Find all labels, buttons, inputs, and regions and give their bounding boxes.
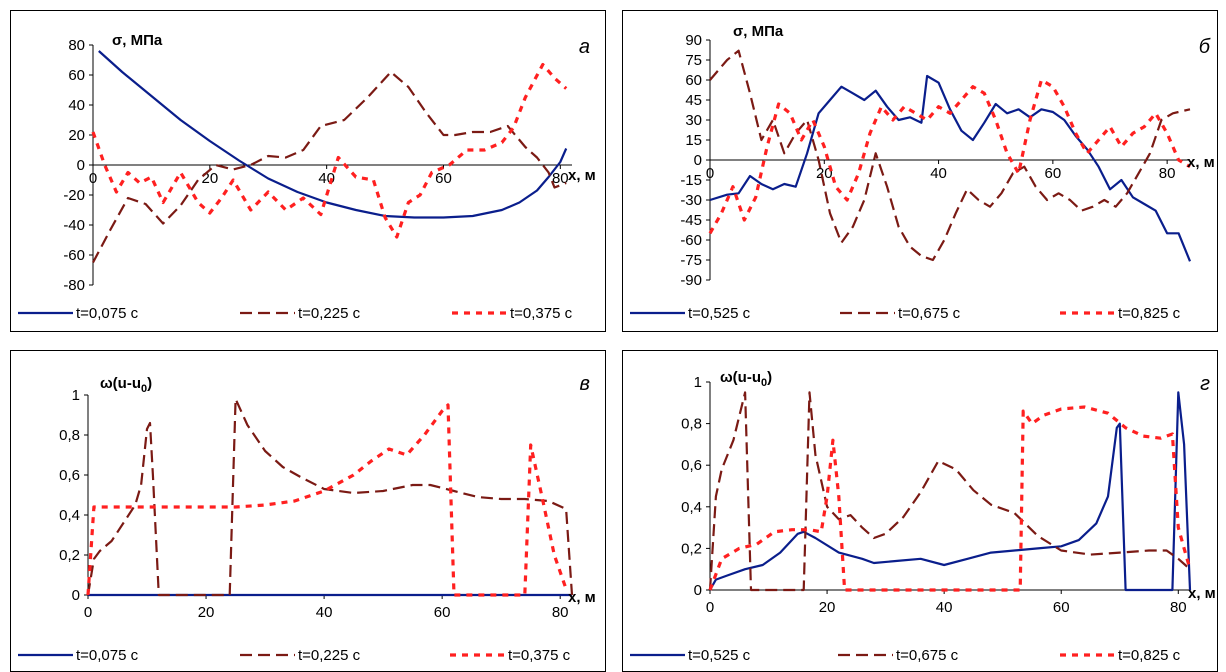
x-tick-label: 20	[201, 170, 218, 187]
series-line-2	[86, 397, 574, 597]
y-tick-label: -40	[63, 217, 85, 234]
panel-letter: б	[1199, 36, 1211, 58]
y-tick-label: 60	[685, 72, 702, 89]
legend-label-3: t=0,375 с	[510, 305, 573, 322]
y-tick-label: 75	[685, 52, 702, 69]
y-tick-label: 0,2	[59, 547, 80, 564]
legend-label-2: t=0,675 с	[896, 647, 959, 664]
series-line-1	[709, 391, 1192, 592]
chart-panel-g	[622, 350, 1218, 672]
series-line-1	[709, 74, 1192, 262]
x-tick-label: 60	[435, 170, 452, 187]
x-tick-label: 80	[1170, 599, 1187, 616]
x-axis-label: x, м	[568, 167, 596, 184]
y-tick-label: 0	[694, 582, 702, 599]
series-line-2	[709, 49, 1191, 262]
x-tick-label: 20	[819, 599, 836, 616]
y-tick-label: 1	[694, 374, 702, 391]
x-axis-label: x, м	[1187, 154, 1215, 171]
y-tick-label: 0,8	[59, 427, 80, 444]
x-tick-label: 0	[84, 604, 92, 621]
y-tick-label: -80	[63, 277, 85, 294]
y-tick-label: 0	[72, 587, 80, 604]
y-axis-label: ω(u-u0)	[720, 369, 772, 389]
y-tick-label: 30	[685, 112, 702, 129]
y-tick-label: -60	[63, 247, 85, 264]
y-tick-label: 1	[72, 387, 80, 404]
x-axis-label: x, м	[568, 589, 596, 606]
legend-label-1: t=0,075 с	[76, 647, 139, 664]
x-tick-label: 0	[706, 599, 714, 616]
legend-label-2: t=0,675 с	[898, 305, 961, 322]
y-tick-label: -15	[680, 172, 702, 189]
chart-panel-a	[10, 10, 606, 332]
y-tick-label: -30	[680, 192, 702, 209]
y-tick-label: -75	[680, 252, 702, 269]
x-tick-label: 20	[816, 165, 833, 182]
y-tick-label: 0,6	[59, 467, 80, 484]
x-tick-label: 80	[1159, 165, 1176, 182]
y-tick-label: 0	[694, 152, 702, 169]
x-tick-label: 0	[89, 170, 97, 187]
chart-panel-b	[622, 10, 1218, 332]
legend-label-3: t=0,825 с	[1118, 647, 1181, 664]
x-tick-label: 60	[434, 604, 451, 621]
y-tick-label: 90	[685, 32, 702, 49]
y-tick-label: -60	[680, 232, 702, 249]
series-line-2	[92, 70, 567, 264]
series-line-1	[98, 50, 568, 219]
series-line-3	[86, 403, 568, 597]
y-tick-label: 0,2	[681, 540, 702, 557]
x-tick-label: 0	[706, 165, 714, 182]
y-tick-label: 80	[68, 37, 85, 54]
y-axis-label: σ, МПа	[733, 23, 784, 40]
y-tick-label: -90	[680, 272, 702, 289]
legend-label-3: t=0,825 с	[1118, 305, 1181, 322]
x-tick-label: 60	[1045, 165, 1062, 182]
y-tick-label: 60	[68, 67, 85, 84]
y-tick-label: 20	[68, 127, 85, 144]
x-tick-label: 20	[198, 604, 215, 621]
panel-letter: а	[579, 36, 590, 58]
x-tick-label: 80	[552, 604, 569, 621]
x-tick-label: 40	[930, 165, 947, 182]
y-axis-label: σ, МПа	[112, 32, 163, 49]
legend-label-1: t=0,075 с	[76, 305, 139, 322]
y-tick-label: 0,6	[681, 457, 702, 474]
y-tick-label: 0,4	[59, 507, 80, 524]
series-line-3	[708, 78, 1191, 235]
x-tick-label: 60	[1053, 599, 1070, 616]
y-axis-label: ω(u-u0)	[100, 375, 152, 395]
series-line-3	[91, 62, 568, 239]
y-tick-label: 45	[685, 92, 702, 109]
x-tick-label: 40	[316, 604, 333, 621]
series-line-3	[708, 405, 1192, 592]
legend-label-1: t=0,525 с	[688, 647, 751, 664]
x-tick-label: 40	[936, 599, 953, 616]
y-tick-label: 0,4	[681, 499, 702, 516]
legend-label-3: t=0,375 с	[508, 647, 571, 664]
y-tick-label: 15	[685, 132, 702, 149]
legend-label-2: t=0,225 с	[298, 305, 361, 322]
y-tick-label: 40	[68, 97, 85, 114]
y-tick-label: 0,8	[681, 416, 702, 433]
y-tick-label: -20	[63, 187, 85, 204]
x-tick-label: 80	[552, 170, 569, 187]
series-line-2	[708, 391, 1191, 592]
y-tick-label: 0	[77, 157, 85, 174]
x-axis-label: x, м	[1188, 585, 1216, 602]
legend-label-1: t=0,525 с	[688, 305, 751, 322]
y-tick-label: -45	[680, 212, 702, 229]
legend-label-2: t=0,225 с	[298, 647, 361, 664]
panel-letter: в	[580, 373, 590, 395]
panel-letter: г	[1200, 373, 1210, 395]
